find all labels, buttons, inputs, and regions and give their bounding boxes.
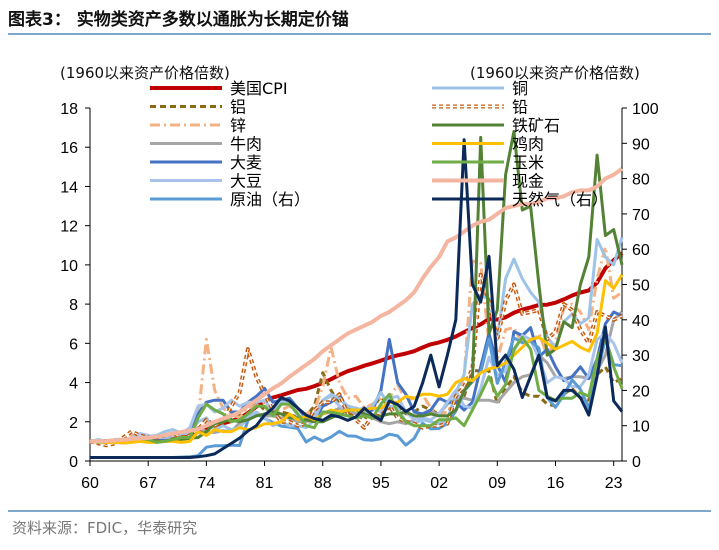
series-line: [90, 138, 624, 459]
legend-label: 大豆: [230, 172, 262, 191]
legend-label: 玉米: [512, 153, 544, 172]
left-tick-label: 18: [60, 101, 78, 118]
right-tick-label: 40: [632, 313, 650, 330]
legend-label: 铜: [512, 79, 528, 98]
left-tick-label: 4: [69, 376, 78, 393]
legend-label: 大麦: [230, 153, 262, 172]
left-axis-unit: (1960以来资产价格倍数): [60, 64, 230, 82]
right-tick-label: 10: [632, 419, 650, 436]
plot-area: [89, 130, 624, 459]
right-axis-unit: (1960以来资产价格倍数): [470, 64, 640, 82]
right-tick-label: 80: [632, 172, 650, 189]
right-tick-label: 70: [632, 207, 650, 224]
series-line-inner: [89, 274, 623, 446]
right-tick-label: 90: [632, 136, 650, 153]
source-rule: [8, 510, 711, 512]
x-tick-label: 16: [547, 475, 565, 492]
title-rule: [8, 33, 711, 35]
x-tick-label: 88: [314, 475, 332, 492]
legend-label: 铅: [512, 98, 528, 117]
x-tick-label: 02: [430, 475, 448, 492]
figure-title: 图表3： 实物类资产多数以通胀为长期定价锚: [8, 10, 349, 30]
left-tick-label: 6: [69, 336, 78, 353]
right-tick-label: 50: [632, 278, 650, 295]
legend-label: 原油（右）: [230, 190, 310, 209]
left-tick-label: 14: [60, 179, 78, 196]
legend-label: 天然气（右）: [512, 190, 608, 209]
legend-label: 铁矿石: [512, 116, 560, 135]
left-tick-label: 0: [69, 454, 78, 471]
legend-label: 鸡肉: [512, 135, 544, 154]
right-tick-label: 60: [632, 242, 650, 259]
right-tick-label: 100: [632, 101, 659, 118]
legend-label: 美国CPI: [230, 79, 288, 98]
series-line: [90, 167, 624, 444]
right-tick-label: 30: [632, 348, 650, 365]
left-tick-label: 16: [60, 140, 78, 157]
left-tick-label: 12: [60, 219, 78, 236]
right-tick-label: 20: [632, 383, 650, 400]
right-tick-label: 0: [632, 454, 641, 471]
x-tick-label: 74: [197, 475, 215, 492]
series-line: [90, 365, 623, 443]
x-tick-label: 67: [139, 475, 157, 492]
legend-label: 现金: [512, 172, 544, 191]
legend-label: 铝: [230, 98, 246, 117]
legend-label: 锌: [230, 116, 246, 135]
x-tick-label: 09: [488, 475, 506, 492]
series-line: [89, 332, 624, 443]
left-tick-label: 2: [69, 415, 78, 432]
x-tick-label: 60: [81, 475, 99, 492]
legend-label: 牛肉: [230, 135, 262, 154]
left-tick-label: 10: [60, 258, 78, 275]
x-tick-label: 95: [372, 475, 390, 492]
x-tick-label: 23: [605, 475, 623, 492]
series-line: [89, 273, 624, 445]
x-tick-label: 81: [256, 475, 274, 492]
source-note: 资料来源：FDIC，华泰研究: [12, 519, 198, 537]
left-tick-label: 8: [69, 297, 78, 314]
